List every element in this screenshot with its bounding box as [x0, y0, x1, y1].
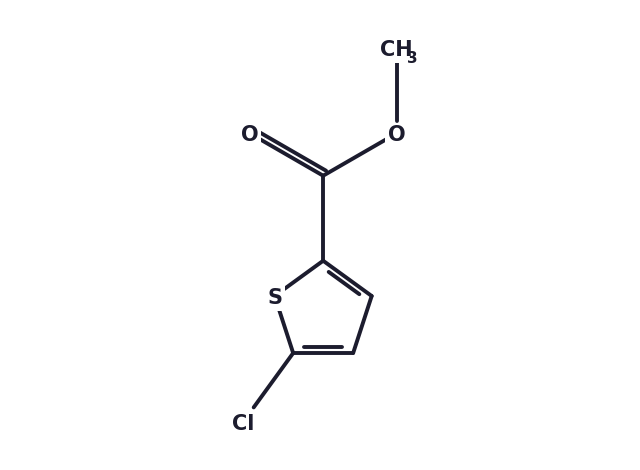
Text: O: O [388, 125, 406, 145]
Text: 3: 3 [407, 51, 417, 66]
Text: O: O [241, 125, 259, 145]
Text: S: S [267, 288, 282, 308]
Text: CH: CH [381, 40, 413, 60]
Text: Cl: Cl [232, 414, 254, 434]
